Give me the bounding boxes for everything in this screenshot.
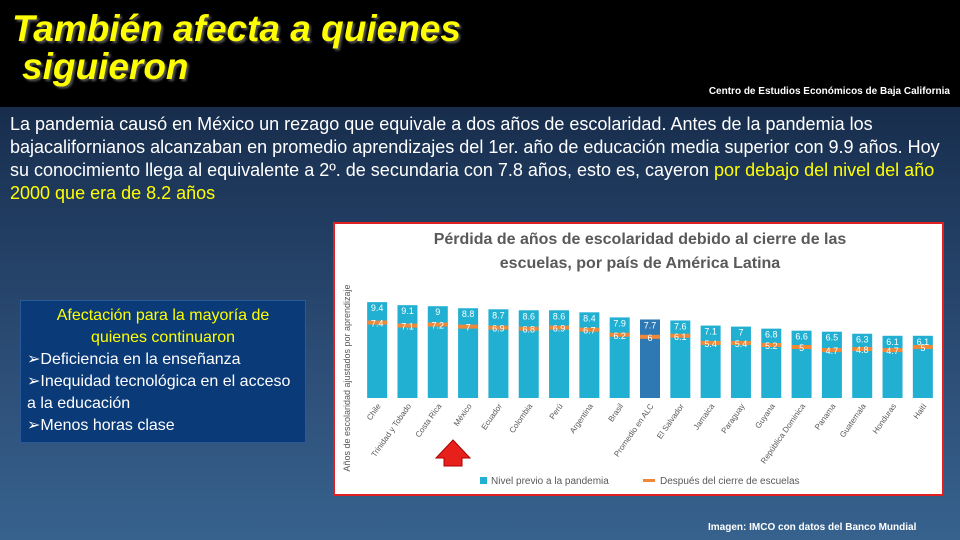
value-label: 6.1 xyxy=(674,332,687,342)
value-label: 8.8 xyxy=(462,309,475,319)
value-label: 7.7 xyxy=(644,320,657,330)
value-label: 6.2 xyxy=(613,331,626,341)
after-marker xyxy=(549,325,570,330)
value-label: 7 xyxy=(466,323,471,333)
after-marker xyxy=(761,342,782,347)
value-label: 8.6 xyxy=(553,311,566,321)
value-label: 6.3 xyxy=(856,335,869,345)
value-label: 5 xyxy=(799,343,804,353)
value-label: 6.8 xyxy=(765,330,778,340)
value-label: 5.2 xyxy=(765,341,778,351)
chart-title: Pérdida de años de escolaridad debido al… xyxy=(433,231,847,272)
box-items: Deficiencia en la enseñanzaInequidad tec… xyxy=(27,349,299,437)
bar xyxy=(609,317,630,398)
source: Imagen: IMCO con datos del Banco Mundial xyxy=(708,522,917,533)
text: La pandemia causó en México un rezago qu… xyxy=(10,114,940,180)
value-label: 7.2 xyxy=(432,321,445,331)
value-label: 8.6 xyxy=(522,311,535,321)
after-marker xyxy=(791,345,812,349)
value-label: 6.9 xyxy=(553,324,566,334)
value-label: 7.4 xyxy=(371,319,384,329)
value-label: 9.4 xyxy=(371,303,384,313)
value-label: 7.6 xyxy=(674,321,687,331)
arrow xyxy=(434,439,472,467)
value-label: 7.9 xyxy=(613,318,626,328)
value-label: 5 xyxy=(920,343,925,353)
after-marker xyxy=(579,327,600,332)
value-label: 9.1 xyxy=(401,306,414,316)
after-marker xyxy=(367,320,388,325)
box-title: Afectación para la mayoría de quienes co… xyxy=(56,307,270,346)
after-marker xyxy=(700,340,721,345)
value-label: 6.1 xyxy=(917,337,930,347)
y-axis-label: Años de escolaridad ajustados por aprend… xyxy=(342,284,352,471)
title-bar xyxy=(0,0,960,107)
value-label: 6.6 xyxy=(795,332,808,342)
bar xyxy=(367,302,388,398)
after-marker xyxy=(912,345,933,349)
bar xyxy=(579,312,600,398)
value-label: 4.7 xyxy=(886,346,899,356)
legend-swatch xyxy=(480,477,487,484)
value-label: 6.9 xyxy=(492,324,505,334)
legend-swatch xyxy=(643,479,655,482)
value-label: 5.4 xyxy=(704,339,717,349)
value-label: 9 xyxy=(435,307,440,317)
after-marker xyxy=(882,348,903,353)
value-label: 7.1 xyxy=(401,322,414,332)
value-label: 6.8 xyxy=(522,325,535,335)
highlight: por debajo del nivel del año 2000 que er… xyxy=(10,160,935,203)
legend-label: Después del cierre de escuelas xyxy=(660,476,800,487)
after-marker xyxy=(821,348,842,353)
bar xyxy=(912,335,933,398)
bar xyxy=(427,306,448,398)
value-label: 4.8 xyxy=(856,345,869,355)
after-marker xyxy=(730,340,751,345)
value-label: 8.4 xyxy=(583,313,596,323)
bar xyxy=(640,319,660,398)
bar xyxy=(458,308,479,398)
after-marker xyxy=(609,332,630,337)
after-marker xyxy=(397,323,418,328)
after-marker xyxy=(852,347,873,352)
bar xyxy=(488,309,509,398)
value-label: 6.5 xyxy=(826,333,839,343)
value-label: 4.7 xyxy=(826,346,839,356)
value-label: 6.7 xyxy=(583,326,596,336)
box-item: Menos horas clase xyxy=(27,415,299,437)
info-box: Afectación para la mayoría de quienes co… xyxy=(20,300,306,443)
paragraph: La pandemia causó en México un rezago qu… xyxy=(10,113,940,205)
bar xyxy=(549,310,570,398)
value-label: 6.1 xyxy=(886,337,899,347)
after-marker xyxy=(670,333,691,338)
bar xyxy=(397,305,418,398)
after-marker xyxy=(488,325,509,330)
after-marker xyxy=(640,334,660,339)
value-label: 6 xyxy=(647,333,652,343)
bar xyxy=(670,320,691,398)
value-label: 7.1 xyxy=(704,327,717,337)
box-item: Deficiencia en la enseñanza xyxy=(27,349,299,371)
value-label: 5.4 xyxy=(735,339,748,349)
bar xyxy=(518,310,539,398)
box-item: Inequidad tecnológica en el acceso a la … xyxy=(27,371,299,415)
value-label: 8.7 xyxy=(492,310,505,320)
after-marker xyxy=(458,324,479,329)
title: También afecta a quienes xyxy=(12,8,461,49)
after-marker xyxy=(427,322,448,327)
title: siguieron xyxy=(22,46,189,87)
value-label: 7 xyxy=(738,328,743,338)
after-marker xyxy=(518,326,539,331)
source: Centro de Estudios Económicos de Baja Ca… xyxy=(708,86,950,97)
legend-label: Nivel previo a la pandemia xyxy=(491,476,609,487)
